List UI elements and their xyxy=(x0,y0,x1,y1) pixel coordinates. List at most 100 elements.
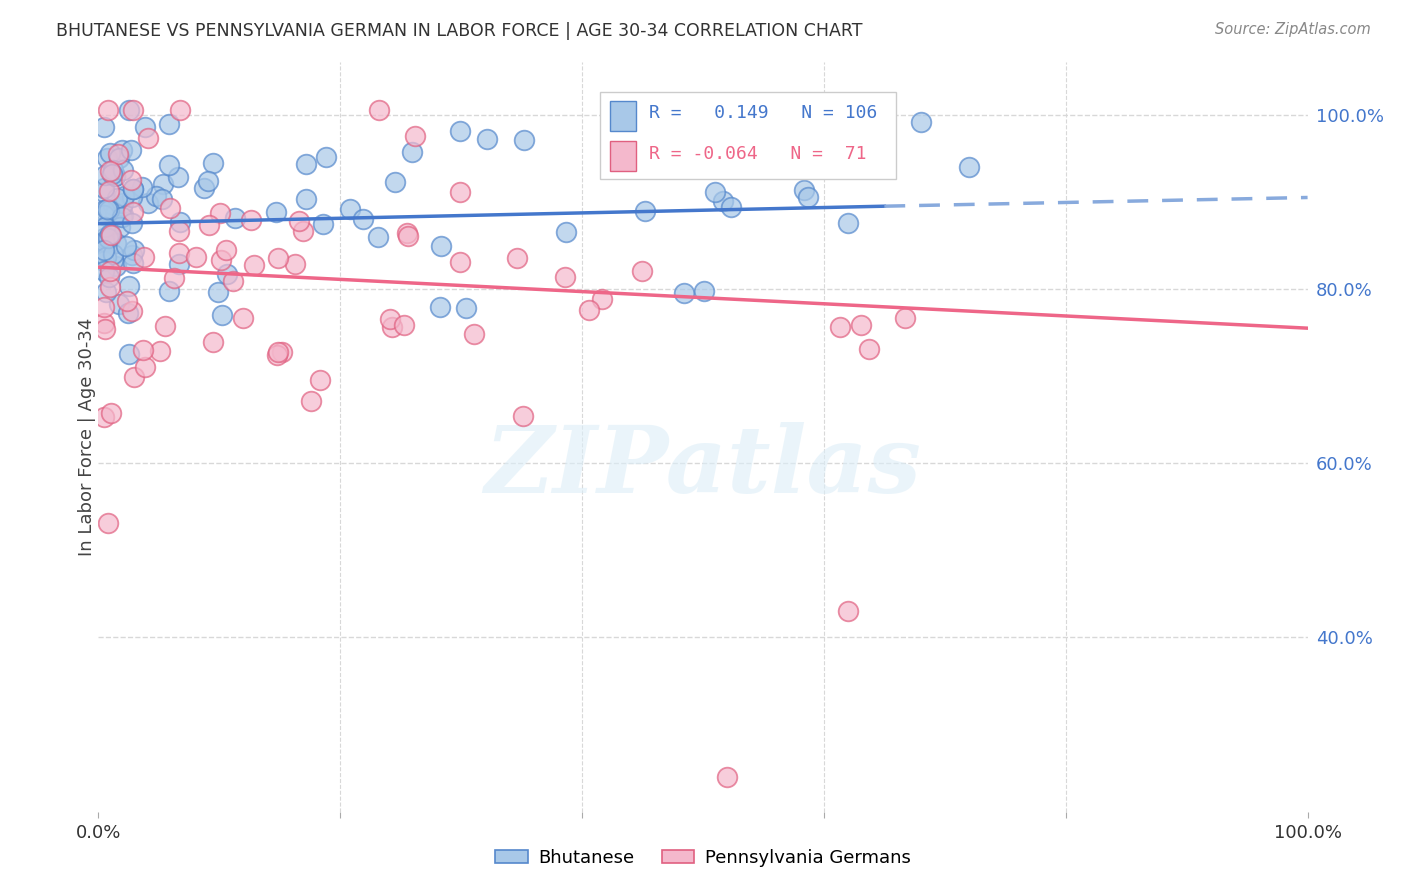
Point xyxy=(136,131,159,145)
Point xyxy=(132,343,155,357)
Point xyxy=(118,347,141,361)
Point xyxy=(339,202,361,217)
Text: BHUTANESE VS PENNSYLVANIA GERMAN IN LABOR FORCE | AGE 30-34 CORRELATION CHART: BHUTANESE VS PENNSYLVANIA GERMAN IN LABO… xyxy=(56,22,863,40)
Point xyxy=(152,177,174,191)
Point xyxy=(957,161,980,175)
Point xyxy=(93,185,115,199)
Point xyxy=(93,243,115,257)
Point xyxy=(169,103,191,118)
Point xyxy=(456,301,478,315)
Point xyxy=(157,117,180,131)
Point xyxy=(97,184,120,198)
Point xyxy=(894,310,917,325)
Point xyxy=(105,235,128,250)
Point xyxy=(368,103,391,118)
Point xyxy=(96,250,118,264)
Point xyxy=(449,185,471,199)
Point xyxy=(136,195,159,210)
Point xyxy=(858,342,880,356)
Point xyxy=(209,205,232,219)
Point xyxy=(207,285,229,300)
Point xyxy=(152,192,174,206)
Point xyxy=(155,318,177,333)
Point xyxy=(103,197,125,211)
Point xyxy=(197,174,219,188)
Point xyxy=(111,143,134,157)
Point xyxy=(93,208,115,222)
Point xyxy=(98,227,121,241)
Point xyxy=(159,201,181,215)
Point xyxy=(149,344,172,359)
Point xyxy=(108,151,131,165)
Point xyxy=(98,264,121,278)
Point xyxy=(98,229,121,244)
Point xyxy=(378,311,401,326)
Point xyxy=(131,180,153,194)
Bar xyxy=(610,141,637,171)
Point xyxy=(107,146,129,161)
Point xyxy=(295,156,318,170)
Point xyxy=(513,133,536,147)
Point xyxy=(93,181,115,195)
Point xyxy=(201,335,224,350)
Point xyxy=(224,211,246,226)
Point xyxy=(145,188,167,202)
Point xyxy=(93,251,115,265)
Point xyxy=(118,103,141,118)
Point xyxy=(837,604,859,618)
Point xyxy=(463,327,485,342)
Point xyxy=(315,150,337,164)
Point xyxy=(475,132,498,146)
Point xyxy=(96,230,118,244)
Point xyxy=(184,250,207,264)
Point xyxy=(157,158,180,172)
Point xyxy=(134,360,156,375)
Point xyxy=(98,145,121,160)
Point xyxy=(232,311,254,326)
Point xyxy=(295,192,318,206)
Point xyxy=(381,319,404,334)
Point xyxy=(554,225,576,239)
Text: R =   0.149   N = 106: R = 0.149 N = 106 xyxy=(648,104,877,122)
Point xyxy=(96,202,118,216)
Point xyxy=(312,217,335,231)
Point xyxy=(222,273,245,287)
Point xyxy=(716,770,738,784)
Point xyxy=(429,300,451,314)
Point xyxy=(157,284,180,298)
Point xyxy=(193,181,215,195)
Point xyxy=(122,182,145,196)
Point xyxy=(849,318,872,333)
Point xyxy=(97,203,120,218)
Point xyxy=(267,251,290,265)
Point xyxy=(98,164,121,178)
Point xyxy=(163,271,186,285)
Legend: Bhutanese, Pennsylvania Germans: Bhutanese, Pennsylvania Germans xyxy=(488,842,918,874)
Point xyxy=(167,224,190,238)
Point xyxy=(122,103,145,118)
Point xyxy=(108,297,131,311)
Point xyxy=(104,169,127,184)
Point xyxy=(797,190,820,204)
Point xyxy=(111,196,134,211)
Point xyxy=(104,260,127,274)
Point xyxy=(267,345,290,359)
Point xyxy=(198,218,221,232)
Text: R = -0.064   N =  71: R = -0.064 N = 71 xyxy=(648,145,866,163)
Point xyxy=(111,210,134,224)
Point xyxy=(93,409,115,424)
Point xyxy=(720,200,742,214)
Point xyxy=(429,238,451,252)
Point xyxy=(121,304,143,318)
Point xyxy=(104,206,127,220)
Point xyxy=(211,308,233,322)
Point xyxy=(284,257,307,271)
Point xyxy=(512,409,534,423)
Point xyxy=(101,253,124,268)
Point xyxy=(103,169,125,184)
Point xyxy=(93,120,115,134)
Point xyxy=(591,292,613,306)
Point xyxy=(217,268,239,282)
Point xyxy=(134,120,156,134)
Point xyxy=(201,156,224,170)
